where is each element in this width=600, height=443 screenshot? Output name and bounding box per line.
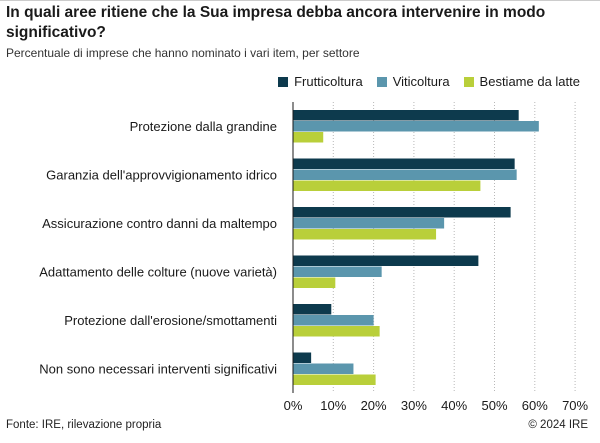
- source-note: Fonte: IRE, rilevazione propria: [6, 419, 162, 431]
- x-tick-label: 60%: [522, 398, 548, 413]
- legend-item-bestiame: Bestiame da latte: [463, 74, 580, 89]
- bar: [293, 121, 539, 132]
- category-label: Protezione dall'erosione/smottamenti: [64, 313, 277, 328]
- bar: [293, 326, 380, 337]
- chart-legend: Frutticoltura Viticoltura Bestiame da la…: [278, 74, 580, 89]
- category-label: Adattamento delle colture (nuove varietà…: [39, 264, 277, 279]
- bar: [293, 266, 382, 277]
- legend-label-frutticoltura: Frutticoltura: [294, 74, 363, 89]
- legend-item-viticoltura: Viticoltura: [376, 74, 450, 89]
- bar: [293, 304, 332, 315]
- legend-swatch-bestiame: [463, 76, 474, 87]
- bar: [293, 132, 324, 143]
- top-rule: [0, 0, 600, 1]
- bar: [293, 374, 376, 385]
- legend-label-viticoltura: Viticoltura: [392, 74, 450, 89]
- category-label: Garanzia dell'approvvigionamento idrico: [46, 167, 277, 182]
- bar: [293, 255, 479, 266]
- x-tick-label: 50%: [481, 398, 507, 413]
- category-label: Protezione dalla grandine: [130, 119, 277, 134]
- category-label: Non sono necessari interventi significat…: [39, 361, 277, 376]
- x-tick-label: 40%: [441, 398, 467, 413]
- chart-title: In quali aree ritiene che la Sua impresa…: [6, 4, 546, 41]
- bar: [293, 277, 336, 288]
- category-label: Assicurazione contro danni da maltempo: [42, 216, 277, 231]
- chart-subtitle: Percentuale di imprese che hanno nominat…: [6, 46, 360, 60]
- bar: [293, 315, 374, 326]
- bar: [293, 158, 515, 169]
- x-tick-label: 20%: [361, 398, 387, 413]
- bar: [293, 229, 437, 240]
- legend-swatch-viticoltura: [376, 76, 387, 87]
- bar: [293, 352, 312, 363]
- legend-swatch-frutticoltura: [278, 76, 289, 87]
- bar: [293, 218, 445, 229]
- x-tick-label: 10%: [320, 398, 346, 413]
- bar: [293, 207, 511, 218]
- x-tick-label: 30%: [401, 398, 427, 413]
- x-tick-label: 70%: [562, 398, 588, 413]
- copyright-note: © 2024 IRE: [528, 419, 588, 431]
- bar: [293, 180, 481, 191]
- bar: [293, 169, 517, 180]
- x-tick-label: 0%: [284, 398, 303, 413]
- bar: [293, 110, 519, 121]
- bar: [293, 363, 354, 374]
- legend-label-bestiame: Bestiame da latte: [479, 74, 580, 89]
- legend-item-frutticoltura: Frutticoltura: [278, 74, 363, 89]
